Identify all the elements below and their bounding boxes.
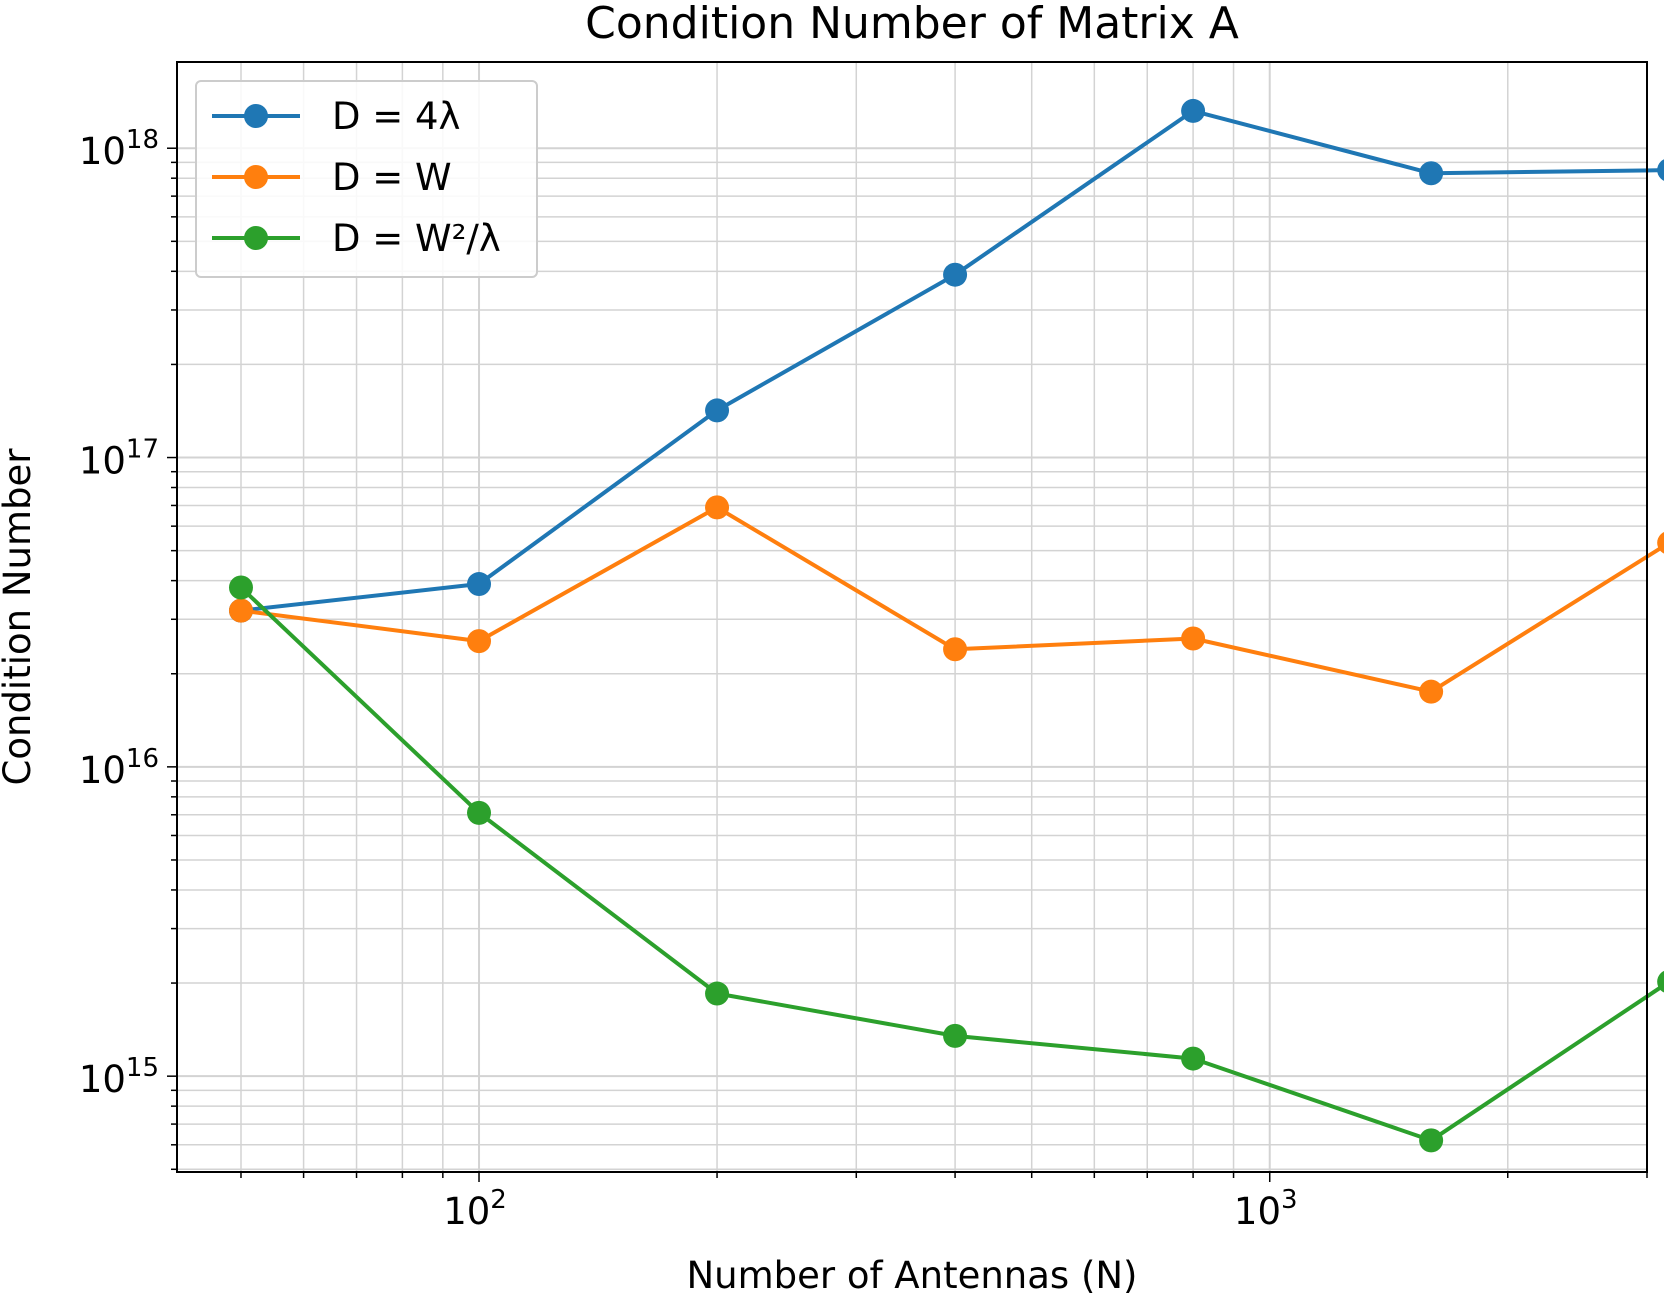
data-point: [467, 572, 492, 597]
data-point: [228, 598, 253, 623]
data-point: [943, 262, 968, 287]
data-point: [1419, 1128, 1444, 1153]
data-point: [1657, 159, 1664, 181]
legend-box: [195, 80, 538, 278]
data-point: [1657, 531, 1664, 554]
data-point: [1181, 98, 1206, 123]
series-layer: [228, 98, 1664, 1153]
data-point: [705, 981, 730, 1006]
y-tick-label: 1016: [79, 744, 159, 792]
data-point: [705, 495, 730, 520]
chart-title: Condition Number of Matrix A: [585, 0, 1239, 49]
data-point: [1419, 679, 1444, 704]
plot-frame: [176, 61, 1648, 1173]
series-line: [239, 586, 1664, 1143]
legend-marker: [244, 104, 268, 128]
x-tick-label: 102: [443, 1185, 507, 1233]
data-point: [943, 1023, 968, 1048]
y-tick-label: 1017: [79, 435, 159, 483]
data-point: [467, 800, 492, 825]
data-point: [1181, 1046, 1206, 1071]
legend: D = 4λ D = W D = W²/λ: [195, 80, 538, 278]
data-point: [228, 575, 253, 600]
legend-marker: [244, 226, 268, 250]
y-axis-title: Condition Number: [0, 448, 39, 786]
legend-marker: [244, 165, 268, 189]
series-2: [228, 495, 1664, 704]
data-point: [1181, 626, 1206, 651]
data-point: [467, 629, 492, 654]
ticks: 102 103 1015 1016 1017 1018: [79, 125, 1648, 1233]
data-point: [1657, 970, 1664, 993]
legend-label: D = W²/λ: [332, 217, 501, 260]
series-3: [228, 575, 1664, 1153]
x-axis-title: Number of Antennas (N): [686, 1254, 1137, 1297]
x-tick-label: 103: [1234, 1185, 1298, 1233]
y-tick-label: 1015: [79, 1053, 159, 1101]
data-point: [705, 398, 730, 423]
data-point: [1419, 161, 1444, 186]
data-point: [943, 637, 968, 662]
legend-label: D = W: [332, 156, 452, 199]
y-tick-label: 1018: [79, 125, 159, 173]
series-line: [240, 505, 1664, 694]
legend-label: D = 4λ: [332, 95, 460, 138]
